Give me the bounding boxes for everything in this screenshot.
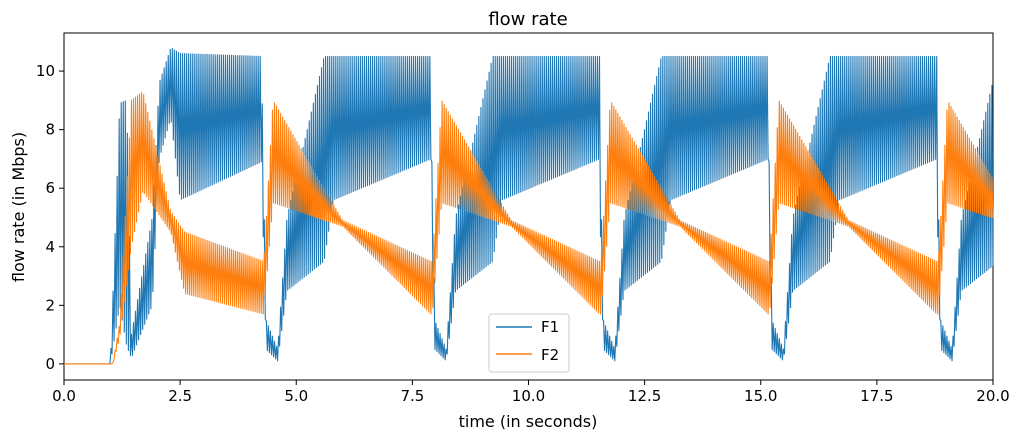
x-tick-label: 12.5 (628, 387, 661, 405)
x-tick-label: 20.0 (976, 387, 1009, 405)
ticks-layer: 0.0 2.5 5.0 7.5 10.0 12.5 15.0 17.5 20.0 0 2 4 6 8 10 (36, 62, 1010, 405)
y-tick-label: 6 (45, 179, 55, 197)
series-layer (64, 48, 994, 365)
legend: F1 F2 (488, 313, 570, 373)
y-tick-label: 2 (45, 296, 55, 314)
x-tick-label: 5.0 (284, 387, 308, 405)
x-tick-label: 2.5 (168, 387, 192, 405)
y-tick-label: 10 (36, 62, 55, 80)
y-tick-label: 0 (45, 355, 55, 373)
series-line-f1 (64, 48, 994, 365)
x-tick-label: 0.0 (52, 387, 76, 405)
x-tick-label: 10.0 (512, 387, 545, 405)
y-tick-label: 8 (45, 121, 55, 139)
series-line-f2 (64, 92, 994, 365)
legend-label-f1: F1 (541, 318, 559, 336)
x-tick-label: 7.5 (400, 387, 424, 405)
x-axis-label: time (in seconds) (459, 412, 598, 431)
x-tick-label: 15.0 (744, 387, 777, 405)
y-tick-label: 4 (45, 238, 55, 256)
x-tick-label: 17.5 (860, 387, 893, 405)
chart-title: flow rate (488, 9, 567, 30)
legend-box (488, 313, 570, 373)
y-axis-label: flow rate (in Mbps) (9, 132, 28, 282)
legend-label-f2: F2 (541, 346, 559, 364)
